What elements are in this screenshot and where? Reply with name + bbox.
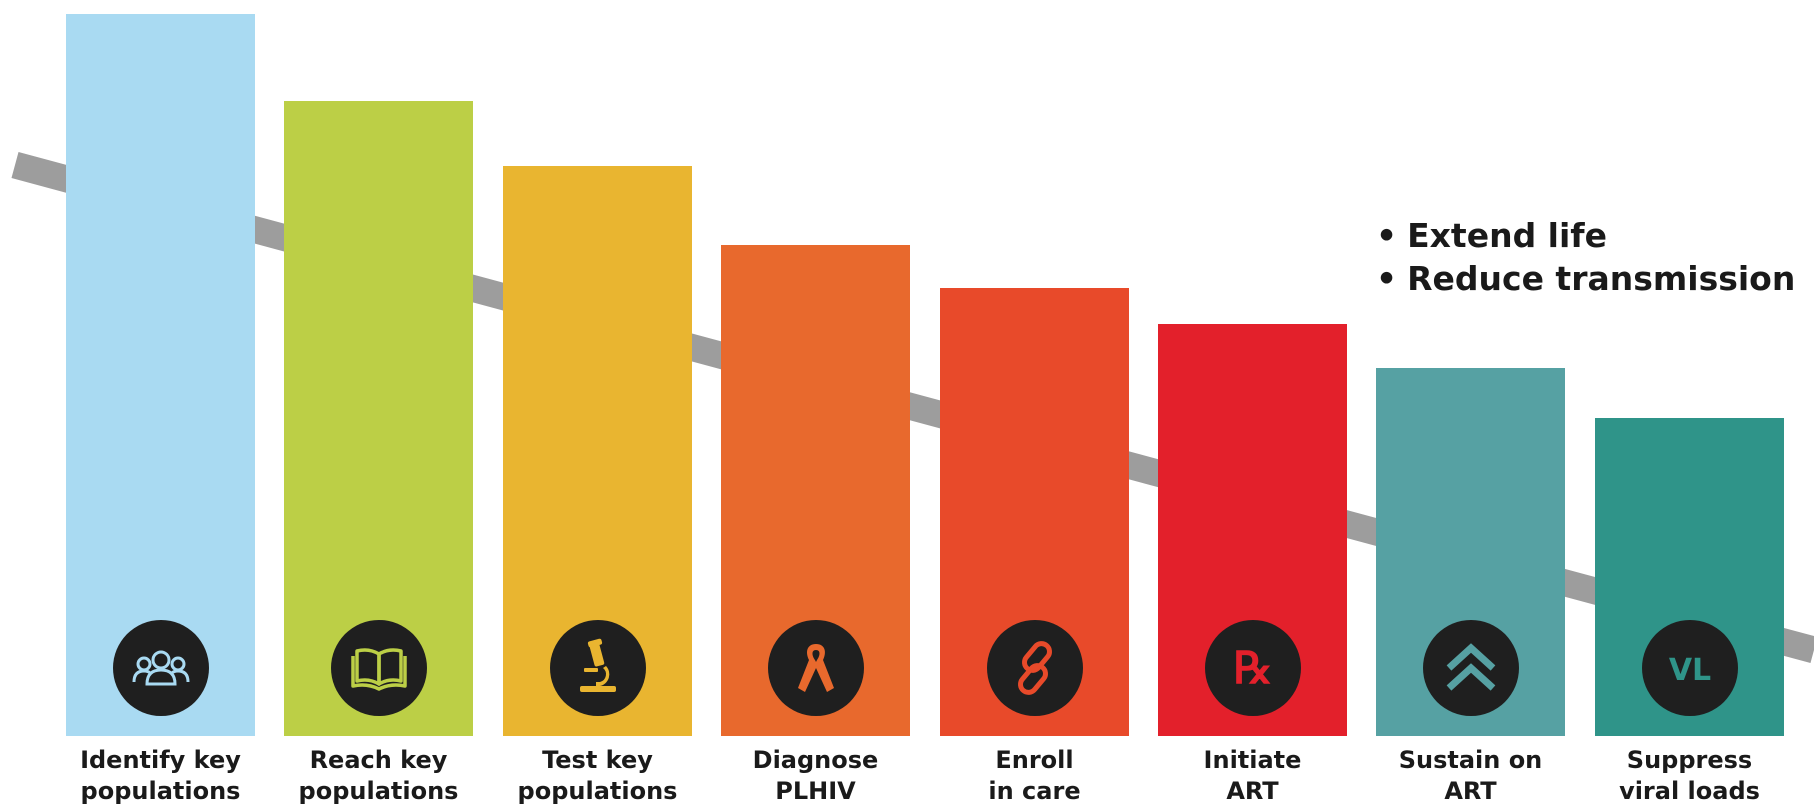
vl-icon-svg: VL	[1668, 653, 1710, 688]
stage-label: Sustain on ART	[1361, 745, 1581, 807]
stage-badge: VL	[1641, 620, 1738, 716]
stage-label-line2: viral loads	[1619, 777, 1760, 805]
benefit-item: Reduce transmission	[1376, 257, 1795, 300]
chain-link-icon-svg	[1017, 641, 1052, 695]
open-book-icon-svg	[350, 648, 407, 691]
stage-label-line1: Identify key	[80, 746, 241, 774]
stage-label: Reach key populations	[269, 745, 489, 807]
svg-text:℞: ℞	[1233, 643, 1272, 694]
microscope-icon-svg	[579, 638, 616, 692]
benefits-list: Extend life Reduce transmission	[1376, 214, 1795, 300]
stage-badge: ℞	[1204, 620, 1301, 716]
stage-label: Test key populations	[488, 745, 708, 807]
awareness-ribbon-icon-svg	[797, 644, 834, 692]
stage-label-line1: Sustain on	[1398, 746, 1543, 774]
stage-label-line1: Initiate	[1203, 746, 1302, 774]
stage-label-line2: populations	[80, 777, 241, 805]
stage-badge	[767, 620, 864, 716]
stage-label-line1: Test key	[542, 746, 653, 774]
stage-label-line2: ART	[1226, 777, 1279, 805]
stage-badge	[986, 620, 1083, 716]
svg-text:VL: VL	[1668, 653, 1710, 688]
stage-label-line1: Reach key	[309, 746, 448, 774]
stage-label: Diagnose PLHIV	[706, 745, 926, 807]
stage-label-line1: Diagnose	[752, 746, 879, 774]
stage-label-line2: populations	[298, 777, 459, 805]
people-group-icon-svg	[132, 650, 189, 686]
prescription-icon-svg: ℞	[1233, 643, 1272, 694]
stage-label-line2: in care	[988, 777, 1081, 805]
stage-badge	[1422, 620, 1519, 716]
stage-label-line2: ART	[1444, 777, 1497, 805]
benefit-item: Extend life	[1376, 214, 1795, 257]
stage-label-line2: PLHIV	[775, 777, 856, 805]
stage-badge	[112, 620, 209, 716]
stage-bar	[66, 14, 255, 736]
stage-label-line2: populations	[517, 777, 678, 805]
double-chevron-up-icon-svg	[1446, 643, 1495, 691]
stage-label-line1: Suppress	[1626, 746, 1753, 774]
stage-label: Initiate ART	[1143, 745, 1363, 807]
stage-label: Identify key populations	[51, 745, 271, 807]
stage-label: Suppress viral loads	[1580, 745, 1800, 807]
stage-badge	[549, 620, 646, 716]
stage-label-line1: Enroll	[995, 746, 1074, 774]
stage-label: Enroll in care	[925, 745, 1145, 807]
stage-badge	[330, 620, 427, 716]
